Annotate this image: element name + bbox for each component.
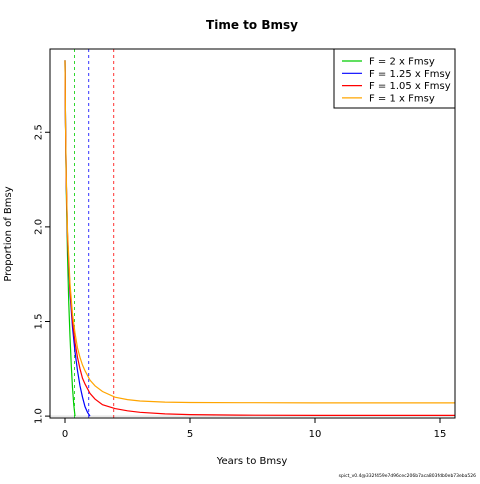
chart-title: Time to Bmsy <box>206 18 298 32</box>
plot-frame <box>49 48 456 419</box>
legend-label-2: F = 1.05 x Fmsy <box>369 81 451 92</box>
x-axis-label: Years to Bmsy <box>216 456 288 467</box>
y-tick-label-0: 1.0 <box>34 408 45 424</box>
y-tick-label-3: 2.5 <box>34 124 45 140</box>
legend-label-3: F = 1 x Fmsy <box>369 93 435 104</box>
series-line-3 <box>64 60 455 404</box>
y-axis-label: Proportion of Bmsy <box>3 186 14 281</box>
series-group <box>64 49 455 418</box>
y-tick-label-2: 2.0 <box>34 219 45 235</box>
version-footnote: spict_v0.4@332f459e7d96cec206b7aca803fdb… <box>339 473 476 479</box>
plot-area: 0 5 10 15 1.0 1.5 2.0 2.5 <box>34 48 456 440</box>
x-tick-label-3: 15 <box>434 429 447 440</box>
x-tick-label-1: 5 <box>187 429 193 440</box>
legend-label-1: F = 1.25 x Fmsy <box>369 69 451 80</box>
legend-label-0: F = 2 x Fmsy <box>369 57 435 68</box>
y-tick-label-1: 1.5 <box>34 314 45 330</box>
x-tick-label-2: 10 <box>309 429 322 440</box>
x-tick-label-0: 0 <box>62 429 68 440</box>
